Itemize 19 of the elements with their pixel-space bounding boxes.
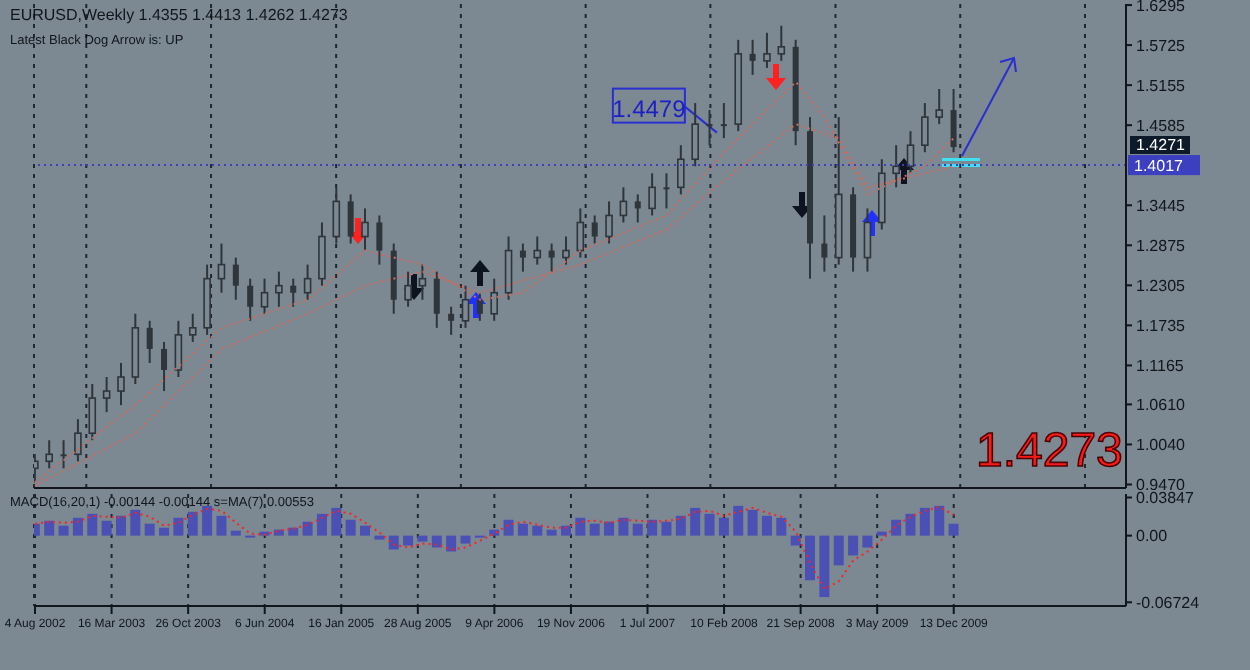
y-tick-label: 1.6295 xyxy=(1136,0,1187,15)
y-tick-label: 0.00 xyxy=(1136,527,1169,546)
y-tick-label: 1.1165 xyxy=(1136,357,1185,376)
y-tick-label: 1.1735 xyxy=(1136,317,1187,336)
y-tick-label: 1.2305 xyxy=(1136,277,1187,296)
y-tick-label: -0.06724 xyxy=(1136,593,1201,612)
text: 1.4271 xyxy=(1130,136,1191,154)
chart-title: EURUSD,Weekly 1.4355 1.4413 1.4262 1.4273 xyxy=(10,6,348,24)
y-tick-label: 1.0610 xyxy=(1136,396,1187,415)
annotation: 1.4273 xyxy=(976,424,1123,480)
ref-line-label: 1.4017 xyxy=(1134,157,1185,176)
y-tick-label: 0.03847 xyxy=(1136,489,1195,508)
y-tick-label: 1.5155 xyxy=(1136,76,1187,95)
y-tick-label: 1.2875 xyxy=(1136,236,1187,255)
y-tick-label: 1.4585 xyxy=(1136,116,1187,135)
y-tick-label: 0.9470 xyxy=(1136,476,1187,495)
y-tick-label: 1.0040 xyxy=(1136,436,1187,455)
y-tick-label: 1.3445 xyxy=(1136,196,1187,215)
y-tick-label: 1.5725 xyxy=(1136,36,1187,55)
